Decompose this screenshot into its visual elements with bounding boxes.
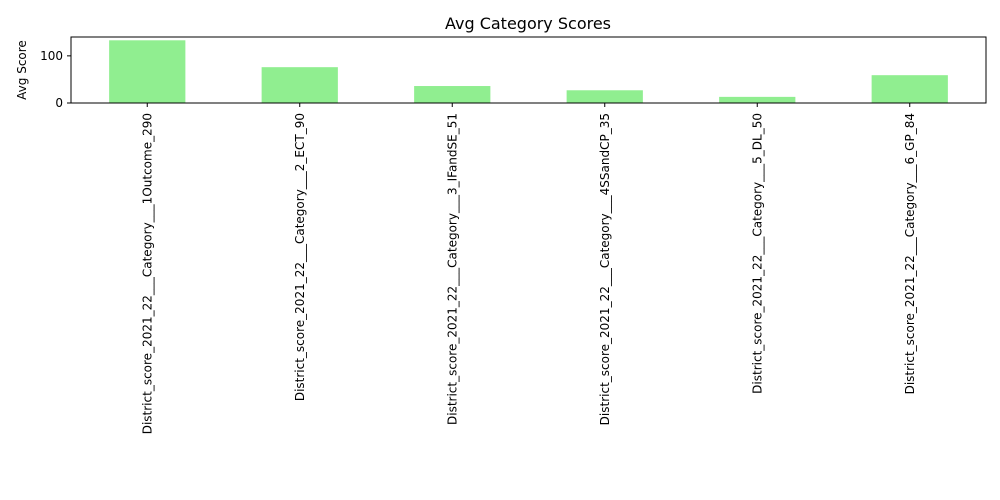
y-tick-label: 0 [55, 96, 63, 110]
y-axis-label: Avg Score [15, 40, 29, 100]
x-tick-label: District_score_2021_22___Category___1Out… [140, 113, 154, 434]
y-axis-ticks: 0 100 [40, 49, 71, 110]
x-tick-label: District_score_2021_22___Category___5_DL… [750, 113, 764, 394]
bar-5 [719, 96, 796, 103]
chart-title: Avg Category Scores [445, 14, 611, 33]
bar-1 [109, 40, 186, 103]
x-tick-label: District_score_2021_22___Category___6_GP… [903, 113, 917, 394]
x-tick-label: District_score_2021_22___Category___2_EC… [293, 113, 307, 401]
bar-6 [871, 75, 948, 103]
y-tick-label: 100 [40, 49, 63, 63]
x-tick-label: District_score_2021_22___Category___4SSa… [598, 113, 612, 425]
bar-4 [566, 90, 643, 103]
x-axis-ticks: District_score_2021_22___Category___1Out… [140, 103, 917, 434]
bar-3 [414, 86, 491, 103]
x-tick-label: District_score_2021_22___Category___3_IF… [445, 113, 459, 425]
plot-frame [70, 36, 987, 104]
bar-2 [261, 67, 338, 103]
bars-group [109, 40, 948, 103]
